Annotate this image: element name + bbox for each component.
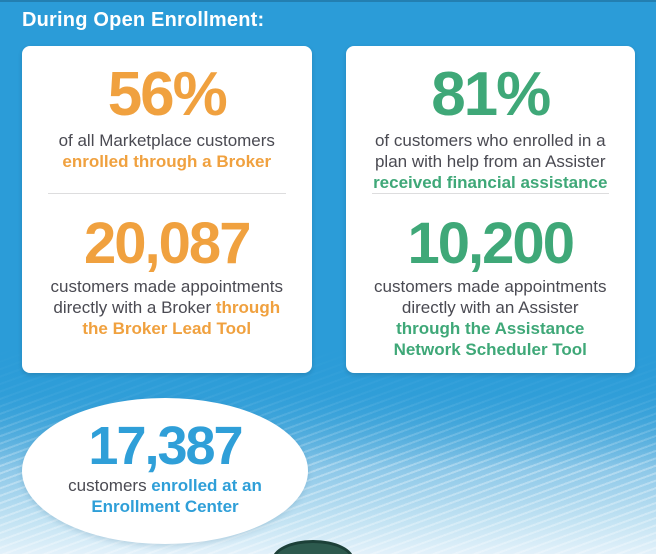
assister-percent-highlight: received financial assistance — [373, 173, 608, 192]
top-edge-strip — [0, 0, 656, 2]
assister-percent-line2: plan with help from an Assister — [374, 152, 606, 171]
stat-assister-percent: 81% of customers who enrolled in a plan … — [346, 46, 636, 193]
broker-appointments-value: 20,087 — [84, 211, 251, 276]
broker-percent-highlight: enrolled through a Broker — [62, 152, 272, 171]
card-divider — [48, 193, 286, 194]
broker-percent-description: of all Marketplace customers enrolled th… — [30, 130, 304, 172]
enrollment-center-value: 17,387 — [88, 416, 243, 476]
enrollment-center-description: customers enrolled at an Enrollment Cent… — [30, 475, 300, 517]
broker-stats-card: 56% of all Marketplace customers enrolle… — [22, 46, 312, 373]
assister-percent-line1: of customers who enrolled in a — [374, 131, 606, 150]
assister-appointments-value: 10,200 — [407, 211, 575, 276]
assister-appointments-highlight2: Network Scheduler Tool — [393, 340, 587, 359]
assister-percent-value: 81% — [431, 60, 551, 129]
broker-percent-value: 56% — [107, 60, 228, 129]
assister-appointments-highlight1: through the Assistance — [396, 319, 585, 338]
broker-percent-line1: of all Marketplace customers — [58, 131, 275, 150]
enrollment-center-bubble: 17,387 customers enrolled at an Enrollme… — [22, 398, 308, 544]
broker-appointments-line1: customers made appointments — [50, 277, 283, 296]
assister-appointments-description: customers made appointments directly wit… — [354, 276, 628, 360]
broker-appointments-line2-highlight: through — [215, 298, 281, 317]
stat-cards: 56% of all Marketplace customers enrolle… — [22, 46, 635, 373]
broker-appointments-description: customers made appointments directly wit… — [30, 276, 304, 339]
enrollment-center-line1-highlight: enrolled at an — [151, 476, 262, 495]
assister-percent-description: of customers who enrolled in a plan with… — [354, 130, 628, 193]
enrollment-center-line1: customers — [68, 476, 152, 495]
stat-broker-appointments: 20,087 customers made appointments direc… — [22, 194, 312, 373]
assister-appointments-line1: customers made appointments — [374, 277, 607, 296]
page-title: During Open Enrollment: — [22, 9, 265, 31]
stat-broker-percent: 56% of all Marketplace customers enrolle… — [22, 46, 312, 193]
broker-appointments-line2: directly with a Broker — [53, 298, 216, 317]
stat-assister-appointments: 10,200 customers made appointments direc… — [346, 194, 636, 373]
assister-stats-card: 81% of customers who enrolled in a plan … — [345, 46, 636, 373]
card-divider — [371, 193, 609, 194]
enrollment-center-line2-highlight: Enrollment Center — [91, 497, 239, 516]
assister-appointments-line2: directly with an Assister — [401, 298, 579, 317]
broker-appointments-line3-highlight: the Broker Lead Tool — [82, 319, 252, 338]
